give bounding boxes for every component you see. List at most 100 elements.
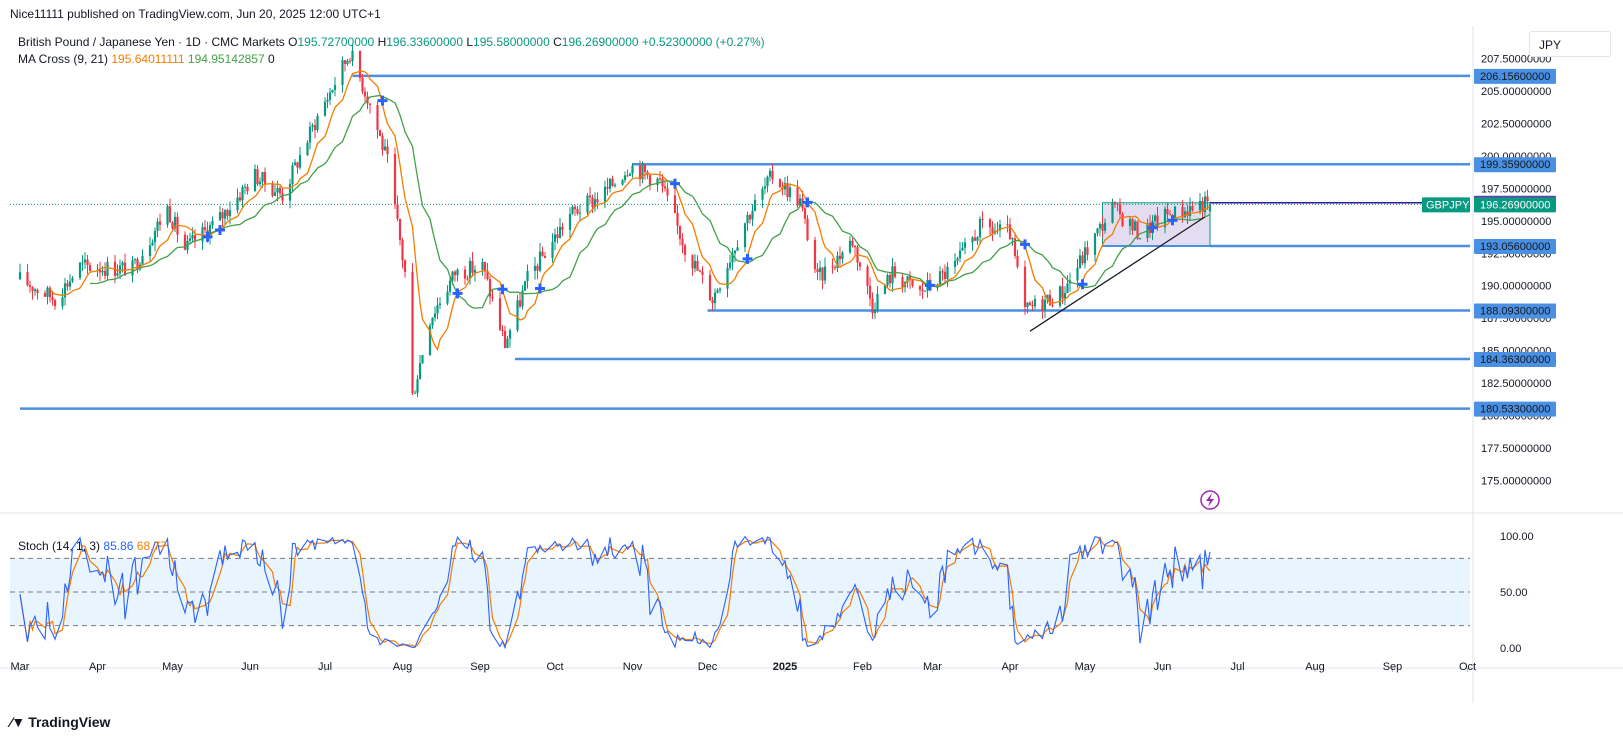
ma-cross-marker-icon xyxy=(452,288,463,299)
candle-body xyxy=(1118,204,1122,215)
candle-body xyxy=(813,240,817,270)
level-price-label-bg xyxy=(1474,303,1556,319)
candle-body xyxy=(886,274,889,286)
ohlc-open-label: O xyxy=(288,35,298,49)
candle-body xyxy=(311,125,314,127)
candle-body xyxy=(871,298,874,314)
candle-body xyxy=(918,285,922,290)
candle-body xyxy=(673,195,677,213)
ma-cross-label[interactable]: MA Cross (9, 21) xyxy=(18,52,109,66)
candle-body xyxy=(328,92,332,100)
lightning-icon-ring xyxy=(1200,490,1220,510)
candle-body xyxy=(123,262,127,276)
candle-body xyxy=(818,267,822,273)
candle-body xyxy=(66,283,69,287)
candle-body xyxy=(551,242,554,258)
candle-body xyxy=(981,218,984,220)
level-price-label-bg xyxy=(1474,401,1556,417)
candle-body xyxy=(858,262,862,267)
candle-body xyxy=(1031,304,1034,307)
candle-body xyxy=(978,218,982,238)
stoch-k-value: 85.86 xyxy=(103,539,134,553)
chart-svg[interactable]: 175.00000000177.50000000180.00000000182.… xyxy=(0,26,1623,703)
candle-body xyxy=(658,178,662,180)
candle-body xyxy=(61,297,64,307)
stoch-y-tick-label: 50.00 xyxy=(1500,587,1528,599)
candle-body xyxy=(191,235,194,239)
x-tick-label: Oct xyxy=(546,661,563,673)
candle-body xyxy=(1206,196,1209,202)
ma-cross-marker-icon xyxy=(377,95,388,106)
candle-body xyxy=(523,281,527,291)
candle-body xyxy=(656,178,659,186)
candle-body xyxy=(1188,206,1192,217)
level-price-label: 199.35900000 xyxy=(1480,159,1550,171)
candle-body xyxy=(376,104,379,131)
candle-body xyxy=(1186,211,1189,217)
candle-body xyxy=(751,210,754,220)
candle-body xyxy=(421,355,424,364)
candle-body xyxy=(1203,196,1207,213)
candle-body xyxy=(193,235,197,242)
stoch-label[interactable]: Stoch (14, 1, 3) xyxy=(18,539,101,553)
last-price-label: 196.26900000 xyxy=(1480,199,1550,211)
candle-body xyxy=(483,261,487,271)
candle-body xyxy=(543,256,547,258)
ma-cross-marker-icon xyxy=(535,283,545,294)
candle-body xyxy=(383,146,387,151)
ascending-trendline xyxy=(1029,216,1206,332)
chart-frame[interactable]: 175.00000000177.50000000180.00000000182.… xyxy=(0,26,1623,703)
candle-body xyxy=(728,262,732,268)
candle-body xyxy=(141,256,144,265)
candle-body xyxy=(271,184,274,196)
candle-body xyxy=(596,199,599,203)
ma-cross-marker-icon xyxy=(1077,279,1088,290)
candle-body xyxy=(698,270,702,272)
candle-body xyxy=(611,178,614,186)
candle-body xyxy=(278,188,282,194)
candle-body xyxy=(296,162,299,168)
candle-body xyxy=(908,276,912,281)
candle-body xyxy=(416,379,419,393)
candle-body xyxy=(1173,206,1177,222)
candle-body xyxy=(36,289,39,293)
chart-legend: British Pound / Japanese Yen · 1D · CMC … xyxy=(18,34,765,68)
candle-body xyxy=(1181,206,1184,218)
candle-body xyxy=(1156,215,1159,228)
candle-body xyxy=(168,206,172,223)
candle-body xyxy=(561,226,564,230)
x-tick-label: Jun xyxy=(1154,661,1172,673)
y-tick-label: 182.50000000 xyxy=(1481,378,1551,390)
x-tick-label: Aug xyxy=(1305,661,1325,673)
candle-body xyxy=(1128,218,1132,227)
candle-body xyxy=(1011,238,1014,240)
candle-body xyxy=(626,175,629,177)
level-price-label-bg xyxy=(1474,351,1556,367)
candle-body xyxy=(398,218,402,241)
level-price-label: 180.53300000 xyxy=(1480,404,1550,416)
ohlc-low: 195.58000000 xyxy=(473,35,550,49)
candle-body xyxy=(1201,201,1204,213)
currency-selector[interactable]: JPY xyxy=(1529,31,1611,57)
candle-body xyxy=(488,279,492,297)
candle-body xyxy=(851,240,854,246)
candle-body xyxy=(148,245,152,257)
ma-cross-marker-icon xyxy=(1020,239,1030,250)
candle-body xyxy=(593,199,597,208)
candle-body xyxy=(998,224,1002,231)
candle-body xyxy=(261,171,264,182)
footer-brand[interactable]: ⁄▼ TradingView xyxy=(10,714,110,730)
candle-body xyxy=(518,300,522,307)
candle-body xyxy=(526,270,529,282)
candle-body xyxy=(188,238,192,241)
x-tick-label: Mar xyxy=(923,661,942,673)
candle-body xyxy=(731,253,734,263)
candle-body xyxy=(288,183,292,201)
candle-body xyxy=(853,245,857,248)
candle-body xyxy=(228,210,232,216)
candle-body xyxy=(1028,302,1032,305)
ma-cross-marker-icon xyxy=(215,224,225,235)
candle-body xyxy=(718,288,722,291)
symbol-line[interactable]: British Pound / Japanese Yen · 1D · CMC … xyxy=(18,35,285,49)
candle-body xyxy=(603,186,607,203)
